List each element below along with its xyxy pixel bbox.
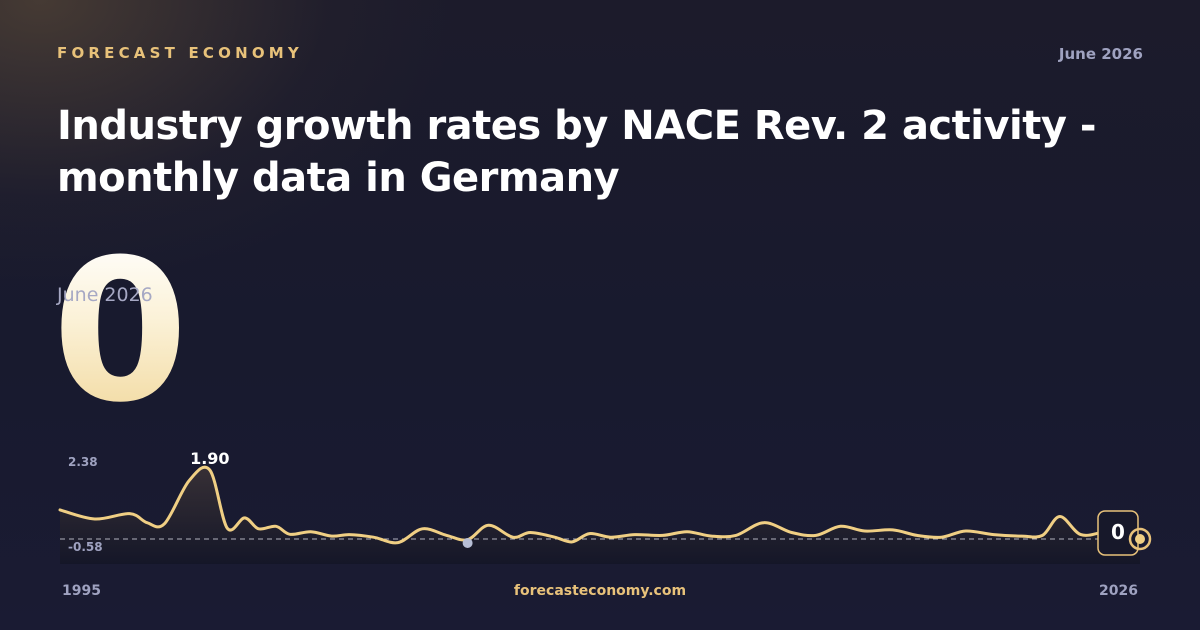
end-value-label: 0 <box>1111 520 1125 544</box>
x-end-label: 2026 <box>1099 583 1138 599</box>
series-area <box>60 467 1140 564</box>
end-value-box <box>1097 510 1139 556</box>
series-line <box>58 465 1142 545</box>
headline-date: June 2026 <box>57 284 153 306</box>
brand-name: FORECAST ECONOMY <box>57 44 303 62</box>
y-min-label: -0.58 <box>68 540 103 554</box>
min-point-marker <box>462 538 473 548</box>
page-title: Industry growth rates by NACE Rev. 2 act… <box>57 103 1096 201</box>
headline-value: 0 <box>52 218 188 446</box>
peak-value-label: 1.90 <box>190 449 229 468</box>
end-point-ring <box>1128 527 1152 551</box>
header-date: June 2026 <box>1058 45 1143 63</box>
x-start-label: 1995 <box>62 583 101 599</box>
end-point-dot <box>1135 534 1145 544</box>
y-max-label: 2.38 <box>68 455 98 469</box>
growth-chart: 2.38 -0.58 1.90 0 <box>58 449 1152 564</box>
site-link[interactable]: forecasteconomy.com <box>513 583 687 599</box>
